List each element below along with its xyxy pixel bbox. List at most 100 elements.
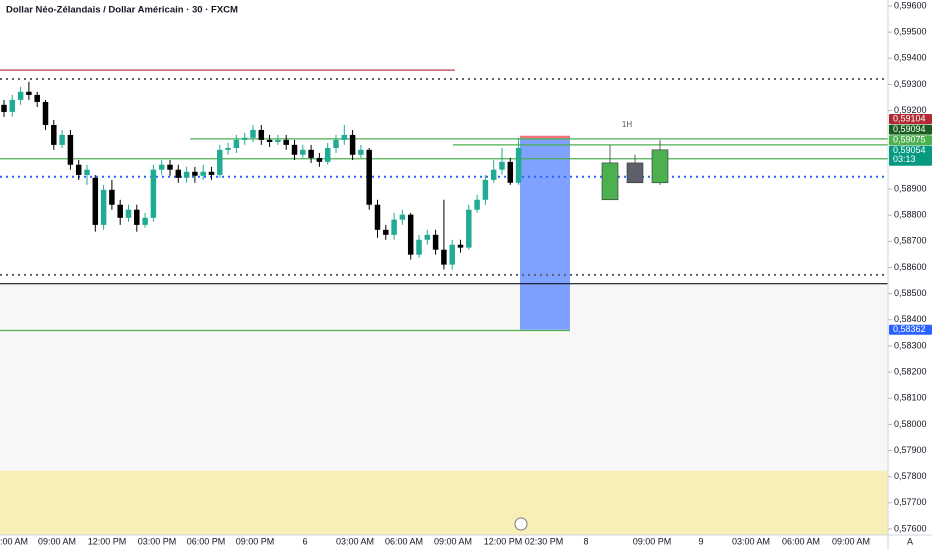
y-tick-label: 0,58800 — [894, 210, 927, 220]
replay-icon[interactable] — [514, 517, 528, 531]
price-tag-label: 0,58362 — [893, 324, 926, 334]
x-tick-label: 06:00 PM — [187, 536, 226, 546]
position-stop — [520, 135, 570, 139]
x-tick-label: 12:00 PM — [484, 536, 523, 546]
candle-body — [482, 179, 489, 200]
candle-body — [75, 164, 82, 175]
y-tick-label: 0,59300 — [894, 79, 927, 89]
candle-body — [200, 171, 206, 176]
y-tick-label: 0,57700 — [894, 497, 927, 507]
candle-body — [158, 164, 165, 170]
x-tick-label: 09:00 AM — [38, 536, 76, 546]
candle-body — [183, 171, 190, 178]
candle-body — [192, 171, 198, 176]
candle-body — [333, 139, 339, 149]
candle-body — [59, 134, 65, 145]
candle-body — [407, 214, 414, 255]
zone — [0, 283, 888, 471]
price-tag — [889, 145, 932, 166]
y-tick-label: 0,57600 — [894, 523, 927, 533]
x-tick-label: 8 — [583, 536, 588, 546]
price-tag — [889, 324, 932, 335]
candle-body — [34, 94, 40, 102]
candle-body — [266, 139, 273, 142]
candle-body — [117, 204, 123, 218]
y-tick-label: 0,58700 — [894, 236, 927, 246]
candle-body — [258, 129, 265, 140]
candle-body — [84, 169, 90, 175]
candle-body — [125, 209, 132, 218]
x-tick-label: 9 — [698, 536, 703, 546]
y-tick-label: 0,57900 — [894, 445, 927, 455]
y-tick-label: 0,57800 — [894, 471, 927, 481]
y-tick-label: 0,58000 — [894, 419, 927, 429]
candle-body — [92, 177, 99, 225]
x-tick-label: 09:00 PM — [236, 536, 275, 546]
candle-body — [175, 169, 182, 178]
candle-body — [432, 234, 439, 250]
candle-body — [449, 244, 455, 265]
candle-body — [300, 149, 306, 155]
zone — [0, 470, 888, 535]
x-tick-label: 03:00 PM — [138, 536, 177, 546]
chart-title: Dollar Néo-Zélandais / Dollar Américain … — [6, 5, 238, 16]
candle-body — [466, 209, 472, 248]
x-tick-label: 09:00 PM — [633, 536, 672, 546]
y-tick-label: 0,59500 — [894, 27, 927, 37]
htf-body — [626, 162, 644, 184]
candle-body — [374, 204, 381, 230]
candle-body — [241, 137, 248, 140]
x-tick-label: 06:00 AM — [385, 536, 423, 546]
candle-body — [250, 129, 256, 138]
candle-body — [416, 239, 422, 255]
x-tick-label: 12:00 PM — [88, 536, 127, 546]
htf-label: 1H — [622, 120, 632, 129]
candle-body — [358, 149, 364, 155]
price-tag-label: 0,59094 — [893, 124, 926, 134]
y-tick-label: 0,58500 — [894, 288, 927, 298]
x-tick-label: 6 — [302, 536, 307, 546]
candle-body — [42, 101, 49, 125]
y-tick-label: 0,58600 — [894, 262, 927, 272]
candle-body — [457, 244, 464, 248]
candle-body — [26, 91, 32, 95]
axis-button[interactable]: A — [907, 536, 913, 546]
candle-body — [100, 189, 107, 225]
candle-body — [275, 139, 281, 142]
price-tag-label: 0,59054 — [893, 145, 926, 155]
y-tick-label: 0,59600 — [894, 0, 927, 10]
candle-body — [283, 139, 289, 145]
candle-body — [366, 149, 372, 205]
candle-body — [474, 199, 480, 210]
y-tick-label: 0,58400 — [894, 314, 927, 324]
candle-body — [67, 134, 74, 165]
candle-body — [507, 161, 514, 183]
candle-body — [391, 219, 397, 235]
y-tick-label: 0,58200 — [894, 366, 927, 376]
x-tick-label: 03:00 AM — [732, 536, 770, 546]
candle-body — [316, 157, 323, 162]
candle-body — [349, 134, 356, 155]
x-tick-label: 03:00 AM — [336, 536, 374, 546]
price-tag-label: 0,59104 — [893, 113, 926, 123]
candle-body — [424, 234, 431, 240]
y-tick-label: 0,59400 — [894, 53, 927, 63]
candle-body — [441, 249, 447, 265]
candle-body — [341, 134, 348, 140]
candle-body — [324, 148, 331, 162]
candle-body — [308, 149, 314, 158]
plot-area: 1H — [0, 69, 888, 535]
x-tick-label: 09:00 AM — [832, 536, 870, 546]
price-tag — [889, 135, 932, 146]
position-target — [520, 138, 570, 330]
candle-body — [9, 99, 16, 112]
candle-body — [208, 171, 215, 175]
candle-body — [1, 104, 7, 112]
candle-body — [51, 124, 57, 145]
candle-body — [134, 209, 140, 225]
y-tick-label: 0,58100 — [894, 393, 927, 403]
candle-body — [217, 149, 223, 175]
candle-body — [383, 229, 389, 235]
price-tag — [889, 124, 932, 135]
candle-body — [490, 169, 497, 180]
